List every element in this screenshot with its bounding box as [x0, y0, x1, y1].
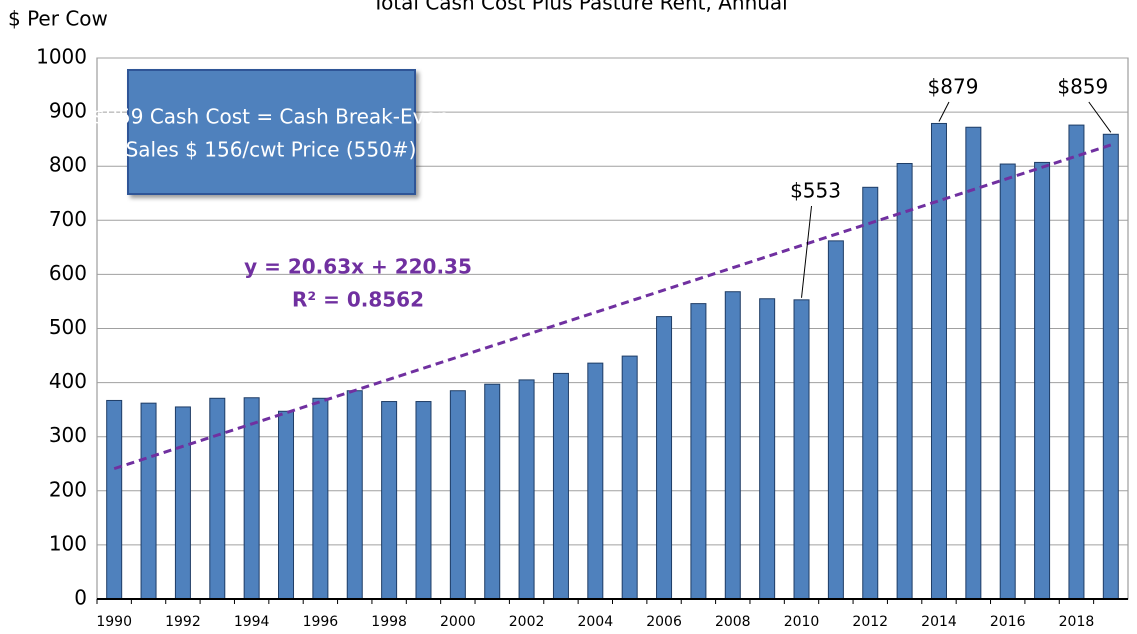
x-tick-label: 1990 [96, 614, 132, 630]
y-tick-label: 800 [49, 153, 87, 177]
x-tick-label: 1998 [371, 614, 407, 630]
bar [999, 163, 1016, 600]
x-tick-label: 2014 [921, 614, 957, 630]
bar [656, 316, 673, 600]
y-tick-label: 300 [49, 423, 87, 447]
y-tick-label: 500 [49, 315, 87, 339]
x-tick-label: 2006 [646, 614, 682, 630]
bar [174, 406, 191, 600]
x-tick-label: 2008 [715, 614, 751, 630]
y-tick-label: 200 [49, 477, 87, 501]
callout-text: $859 Cash Cost = Cash Break-Even [93, 105, 450, 129]
trendline [113, 143, 1112, 471]
x-tick-label: 2002 [509, 614, 545, 630]
bar [759, 298, 776, 600]
y-tick-label: 0 [74, 586, 87, 610]
bar [484, 383, 501, 600]
bar [862, 186, 879, 600]
bar [106, 399, 123, 600]
y-tick-label: 400 [49, 369, 87, 393]
bar [827, 240, 844, 600]
x-tick-label: 2004 [577, 614, 613, 630]
bar [243, 397, 260, 600]
y-tick-label: 1000 [36, 45, 87, 69]
bar [381, 401, 398, 600]
bar [930, 122, 947, 600]
bar [449, 390, 466, 600]
x-tick-label: 1992 [165, 614, 201, 630]
bar [552, 372, 569, 600]
bar [690, 303, 707, 600]
trendline-r2: R² = 0.8562 [292, 288, 424, 312]
leader-line [801, 205, 813, 298]
callout-text: Sales $ 156/cwt Price (550#) [126, 138, 417, 162]
bar [1102, 133, 1119, 600]
bar [793, 299, 810, 600]
bar [278, 410, 295, 600]
bar [209, 397, 226, 600]
x-tick-label: 1996 [303, 614, 339, 630]
bar [415, 401, 432, 600]
chart-title: Total Cash Cost Plus Pasture Rent, Annua… [371, 0, 788, 15]
x-tick-label: 2016 [990, 614, 1026, 630]
bar [896, 162, 913, 600]
bar [621, 355, 638, 600]
y-tick-label: 700 [49, 207, 87, 231]
bar [724, 291, 741, 600]
value-label: $879 [928, 75, 979, 99]
x-tick-label: 2018 [1059, 614, 1095, 630]
leader-line [1088, 101, 1112, 133]
bar [518, 379, 535, 600]
bar [587, 362, 604, 600]
y-tick-label: 600 [49, 261, 87, 285]
callout-box [127, 69, 416, 195]
y-axis-label: $ Per Cow [8, 7, 108, 31]
bar [965, 126, 982, 600]
trendline-equation: y = 20.63x + 220.35 [244, 255, 472, 279]
value-label: $553 [790, 179, 841, 203]
bar [346, 390, 363, 600]
bar [312, 397, 329, 600]
y-tick-label: 100 [49, 531, 87, 555]
bar [140, 402, 157, 600]
value-label: $859 [1057, 75, 1108, 99]
x-tick-label: 2010 [784, 614, 820, 630]
y-tick-label: 900 [49, 99, 87, 123]
x-tick-label: 1994 [234, 614, 270, 630]
bar [1068, 124, 1085, 600]
leader-line [938, 101, 950, 122]
x-tick-label: 2000 [440, 614, 476, 630]
bar [1034, 161, 1051, 600]
x-tick-label: 2012 [852, 614, 888, 630]
